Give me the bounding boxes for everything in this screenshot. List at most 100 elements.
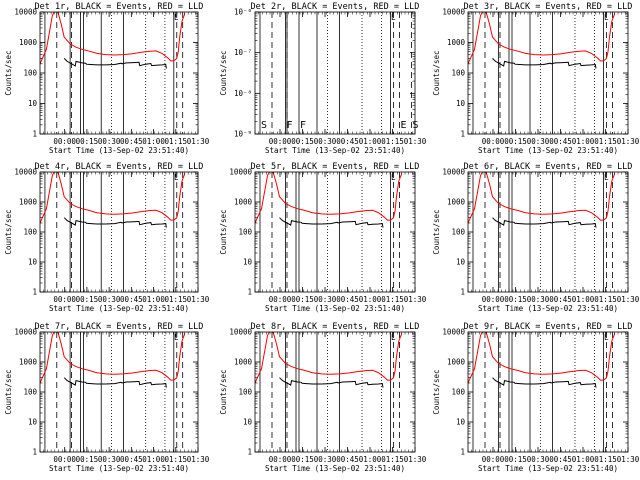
panel-title: Det 9r, BLACK = Events, RED = LLD bbox=[464, 322, 633, 332]
y-tick-label: 10 bbox=[456, 258, 466, 267]
events-series-line bbox=[492, 217, 597, 228]
flag-label: L bbox=[391, 13, 396, 22]
x-tick-label: 00:30 bbox=[527, 455, 550, 464]
lld-series-line bbox=[40, 12, 186, 65]
det-7r-plot-area bbox=[40, 332, 186, 452]
plot-frame bbox=[254, 171, 416, 293]
plot-frame bbox=[39, 331, 199, 453]
x-tick-label: 01:30 bbox=[404, 137, 427, 146]
x-tick-label: 01:30 bbox=[187, 295, 210, 304]
panel-title: Det 2r, BLACK = Events, RED = LLD bbox=[251, 2, 420, 12]
y-tick-label: 100 bbox=[238, 388, 252, 397]
events-series-line bbox=[279, 217, 384, 228]
y-tick-label: 10⁻⁷ bbox=[234, 48, 252, 57]
lld-series-line bbox=[40, 332, 186, 384]
x-tick-label: 00:30 bbox=[314, 455, 337, 464]
plot-frame bbox=[254, 11, 416, 135]
x-tick-label: 00:45 bbox=[120, 455, 143, 464]
y-tick-label: 1 bbox=[247, 448, 252, 457]
x-tick-label: 01:15 bbox=[164, 455, 187, 464]
y-tick-label: 10000 bbox=[229, 168, 252, 177]
x-tick-label: 01:00 bbox=[572, 455, 595, 464]
x-tick-label: 00:00 bbox=[269, 295, 292, 304]
x-tick-label: 01:30 bbox=[404, 295, 427, 304]
x-axis-title: Start Time (13-Sep-02 23:51:40) bbox=[49, 464, 189, 473]
events-series-line bbox=[279, 377, 384, 388]
y-axis-title: Counts/sec bbox=[219, 369, 228, 414]
y-tick-label: 10000 bbox=[14, 328, 37, 337]
flag-label: L bbox=[391, 173, 396, 182]
x-tick-label: 00:45 bbox=[549, 295, 572, 304]
y-tick-label: 1 bbox=[460, 130, 465, 139]
x-tick-label: 01:30 bbox=[404, 455, 427, 464]
y-tick-label: 100 bbox=[451, 69, 465, 78]
plot-frame bbox=[467, 331, 629, 453]
x-tick-label: 00:45 bbox=[120, 137, 143, 146]
y-tick-label: 1000 bbox=[447, 38, 466, 47]
x-tick-label: 01:00 bbox=[359, 455, 382, 464]
x-tick-label: 01:15 bbox=[164, 137, 187, 146]
flag-label: L bbox=[604, 13, 609, 22]
x-tick-label: 01:00 bbox=[572, 295, 595, 304]
events-series-line bbox=[492, 377, 597, 388]
x-tick-label: 01:00 bbox=[572, 137, 595, 146]
y-axis-title: Counts/sec bbox=[432, 369, 441, 414]
x-tick-label: 00:15 bbox=[76, 455, 99, 464]
flag-label: L bbox=[174, 173, 179, 182]
x-axis-title: Start Time (13-Sep-02 23:51:40) bbox=[265, 304, 405, 313]
events-series-line bbox=[63, 377, 167, 388]
x-tick-label: 01:15 bbox=[381, 455, 404, 464]
det-4r-panel: 1 10 100 1000 10000 00:00 00:15 00:30 00:45 01:00… bbox=[4, 162, 210, 313]
y-tick-label: 10000 bbox=[442, 8, 465, 17]
x-tick-label: 00:45 bbox=[549, 455, 572, 464]
det-8r-panel: 1 10 100 1000 10000 00:00 00:15 00:30 00:45 01:00… bbox=[219, 322, 427, 473]
y-axis-title: Counts/sec bbox=[4, 369, 13, 414]
y-tick-label: 1000 bbox=[19, 358, 38, 367]
y-tick-label: 100 bbox=[23, 228, 37, 237]
x-tick-label: 01:30 bbox=[187, 137, 210, 146]
x-axis-title: Start Time (13-Sep-02 23:51:40) bbox=[49, 146, 189, 155]
x-tick-label: 01:30 bbox=[187, 455, 210, 464]
event-marker-label: F bbox=[300, 120, 306, 131]
x-tick-label: 00:15 bbox=[504, 455, 527, 464]
y-tick-label: 10 bbox=[456, 418, 466, 427]
x-tick-label: 00:30 bbox=[98, 455, 121, 464]
y-tick-label: 10000 bbox=[229, 328, 252, 337]
x-tick-label: 00:45 bbox=[336, 295, 359, 304]
x-tick-label: 00:45 bbox=[336, 137, 359, 146]
det-3r-plot-area bbox=[468, 12, 616, 134]
plot-frame bbox=[39, 171, 199, 293]
x-tick-label: 01:15 bbox=[381, 295, 404, 304]
lld-series-line bbox=[468, 12, 616, 65]
plot-frame bbox=[467, 171, 629, 293]
x-tick-label: 00:15 bbox=[291, 137, 314, 146]
y-tick-label: 1 bbox=[32, 130, 37, 139]
y-tick-label: 1000 bbox=[19, 38, 38, 47]
x-axis-title: Start Time (13-Sep-02 23:51:40) bbox=[478, 146, 618, 155]
flag-label: L bbox=[604, 173, 609, 182]
y-tick-label: 10 bbox=[243, 418, 253, 427]
lld-series-line bbox=[468, 172, 616, 224]
x-tick-label: 00:00 bbox=[482, 455, 505, 464]
det-5r-panel: 1 10 100 1000 10000 00:00 00:15 00:30 00:45 01:00… bbox=[219, 162, 427, 313]
x-tick-label: 00:45 bbox=[120, 295, 143, 304]
panel-title: Det 7r, BLACK = Events, RED = LLD bbox=[35, 322, 204, 332]
lld-series-line bbox=[468, 332, 616, 384]
y-tick-label: 100 bbox=[451, 228, 465, 237]
y-tick-label: 1 bbox=[32, 448, 37, 457]
y-tick-label: 1000 bbox=[447, 198, 466, 207]
panel-title: Det 3r, BLACK = Events, RED = LLD bbox=[464, 2, 633, 12]
x-tick-label: 01:30 bbox=[617, 137, 640, 146]
det-9r-plot-area bbox=[468, 332, 616, 452]
x-tick-label: 00:30 bbox=[314, 137, 337, 146]
det-4r-plot-area bbox=[40, 172, 186, 292]
plot-frame bbox=[39, 11, 199, 135]
lld-series-line bbox=[255, 332, 403, 384]
panel-title: Det 4r, BLACK = Events, RED = LLD bbox=[35, 162, 204, 172]
x-tick-label: 00:15 bbox=[76, 137, 99, 146]
y-tick-label: 100 bbox=[23, 69, 37, 78]
y-tick-label: 10 bbox=[28, 418, 38, 427]
x-tick-label: 00:30 bbox=[527, 137, 550, 146]
x-tick-label: 01:00 bbox=[359, 137, 382, 146]
det-3r-panel: 1 10 100 1000 10000 00:00 00:15 00:30 00:45 01:00… bbox=[432, 2, 640, 155]
